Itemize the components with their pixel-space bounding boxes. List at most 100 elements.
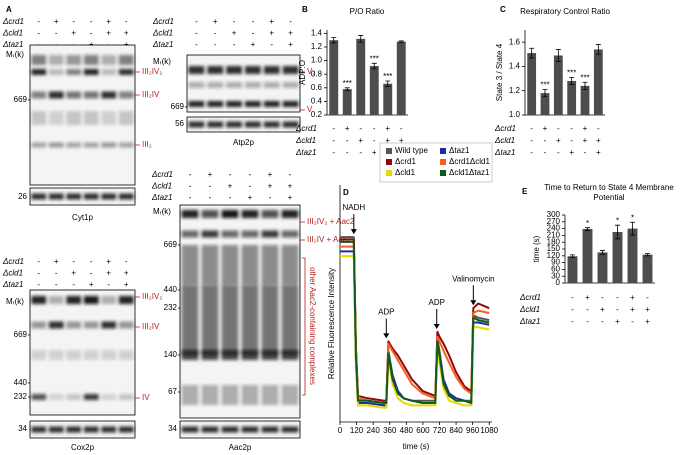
protein-name: Cyt1p — [72, 213, 93, 222]
genotype-mark: + — [269, 17, 274, 26]
significance: *** — [343, 79, 352, 88]
genotype-mark: - — [571, 305, 574, 314]
genotype-mark: - — [601, 293, 604, 302]
arrow-head — [470, 300, 477, 306]
genotype-mark: - — [189, 182, 192, 191]
genotype-mark: + — [106, 29, 111, 38]
loading-band — [31, 193, 47, 200]
blot-band — [83, 321, 99, 329]
genotype-mark: + — [213, 17, 218, 26]
genotype-mark: - — [332, 136, 335, 145]
genotype-mark: - — [557, 124, 560, 133]
genotype-name: Δcld1 — [152, 29, 173, 38]
x-tick-label: 840 — [449, 426, 463, 435]
blot-band — [201, 230, 219, 238]
x-tick-label: 0 — [338, 426, 343, 435]
genotype-mark: - — [586, 305, 589, 314]
genotype-mark: + — [124, 29, 129, 38]
genotype-name: Δcrd1 — [152, 17, 174, 26]
genotype-mark: - — [530, 136, 533, 145]
legend-label: Wild type — [395, 146, 428, 155]
genotype-name: Δtaz1 — [2, 280, 24, 289]
legend-swatch — [440, 170, 446, 176]
error-bar — [645, 253, 650, 257]
x-tick-label: 120 — [350, 426, 364, 435]
protein-name: Aac2p — [229, 443, 252, 452]
blot-band — [263, 82, 280, 88]
loading-band — [188, 121, 205, 128]
series-line — [340, 240, 490, 404]
series-line — [340, 238, 490, 402]
blot-band — [101, 142, 117, 148]
genotype-mark: + — [269, 29, 274, 38]
blot-band — [188, 82, 205, 88]
genotype-mark: + — [615, 317, 620, 326]
loading-band — [201, 426, 219, 433]
blot-band — [31, 142, 47, 148]
blot-frame — [29, 44, 136, 186]
bar — [567, 81, 577, 115]
x-tick-label: 480 — [400, 426, 414, 435]
genotype-mark: - — [373, 136, 376, 145]
significance: *** — [580, 73, 589, 82]
blot-band — [48, 55, 64, 65]
chart-title: Respiratory Control Ratio — [520, 7, 610, 16]
significance: *** — [540, 81, 549, 90]
significance: *** — [567, 68, 576, 77]
mw-marker: 440 — [14, 378, 28, 387]
genotype-name: Δcrd1 — [2, 17, 24, 26]
blot-band — [261, 210, 279, 218]
blot-band — [201, 210, 219, 218]
blot-band — [48, 394, 64, 400]
error-bar — [398, 40, 404, 43]
bar — [612, 232, 623, 283]
y-tick-label: 0.6 — [311, 83, 323, 92]
bar — [329, 40, 339, 116]
genotype-mark: - — [195, 40, 198, 49]
genotype-mark: - — [37, 257, 40, 266]
loading-band — [281, 426, 299, 433]
panel-label: E — [522, 187, 528, 196]
genotype-mark: + — [208, 170, 213, 179]
legend-swatch — [440, 159, 446, 165]
genotype-mark: - — [125, 257, 128, 266]
blot-band — [31, 296, 47, 304]
blot-band — [188, 66, 205, 74]
y-tick-label: 1.4 — [311, 29, 323, 38]
blot-band — [66, 142, 82, 148]
genotype-mark: - — [346, 148, 349, 157]
genotype-name: Δcrd1 — [494, 124, 516, 133]
blot-band — [31, 321, 47, 329]
x-tick-label: 960 — [466, 426, 480, 435]
genotype-mark: - — [72, 280, 75, 289]
blot-band — [101, 350, 117, 360]
genotype-mark: - — [90, 29, 93, 38]
blot-band — [83, 296, 99, 304]
genotype-mark: + — [596, 148, 601, 157]
blot-band — [83, 142, 99, 148]
genotype-mark: + — [645, 317, 650, 326]
genotype-mark: - — [37, 269, 40, 278]
blot-frame — [179, 204, 301, 419]
blot-band — [118, 111, 134, 125]
legend-label: Δtaz1 — [449, 146, 470, 155]
blot-band — [263, 101, 280, 107]
blot-band — [261, 230, 279, 238]
genotype-mark: + — [385, 124, 390, 133]
y-axis-label: State 3 / State 4 — [495, 43, 504, 101]
genotype-mark: - — [332, 148, 335, 157]
blot-band — [48, 69, 64, 75]
blot-band — [31, 350, 47, 360]
bar — [627, 228, 638, 283]
blot-frame — [29, 289, 136, 416]
loading-strip — [179, 420, 301, 439]
genotype-mark: - — [214, 40, 217, 49]
genotype-mark: + — [600, 305, 605, 314]
genotype-mark: - — [72, 257, 75, 266]
genotype-mark: + — [399, 136, 404, 145]
chart-title: P/O Ratio — [350, 7, 385, 16]
genotype-mark: + — [228, 182, 233, 191]
blot-band — [48, 91, 64, 99]
genotype-mark: - — [55, 29, 58, 38]
genotype-mark: - — [107, 280, 110, 289]
